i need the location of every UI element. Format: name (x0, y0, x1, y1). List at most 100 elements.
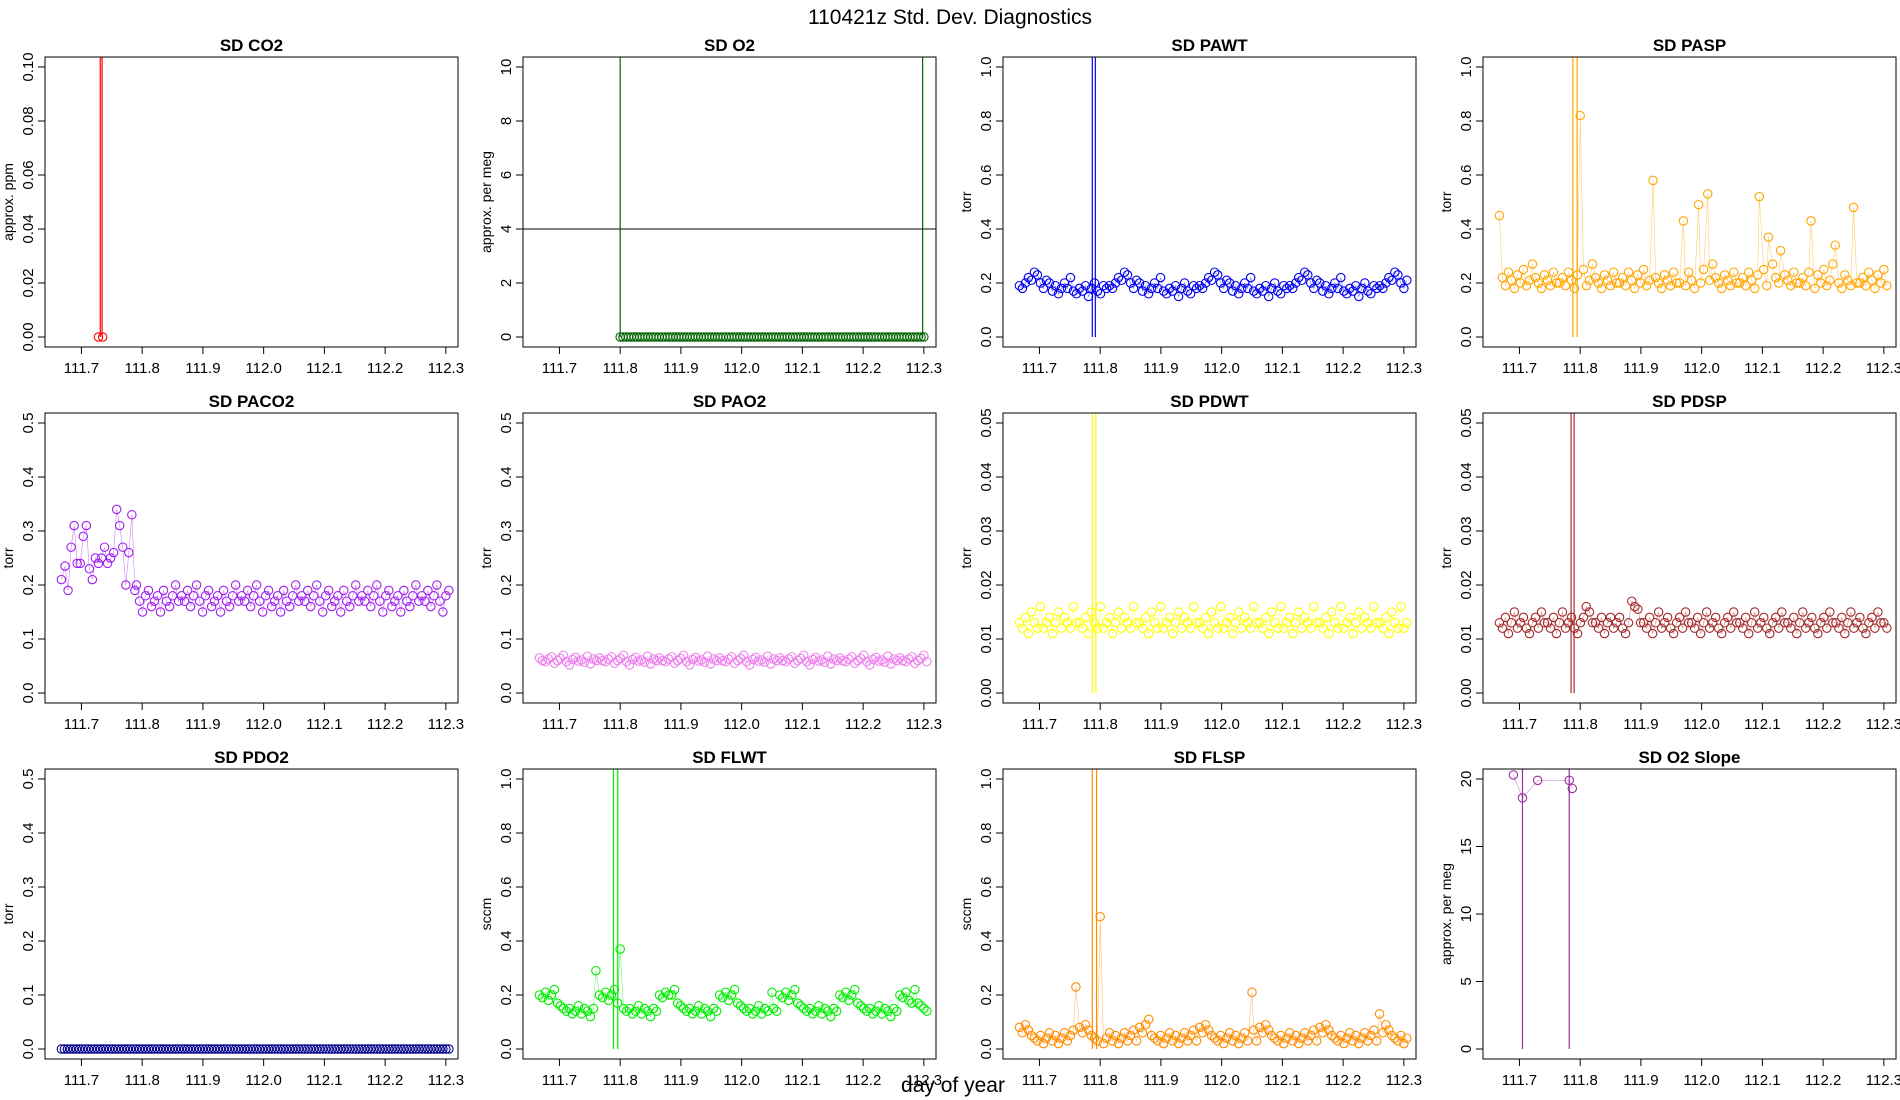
panel-6-point-92 (1290, 618, 1301, 628)
panel-8-point-88 (320, 1044, 331, 1054)
panel-9-point-52 (690, 1006, 701, 1016)
panel-7-point-45 (1630, 601, 1640, 612)
panel-4-point-15 (102, 558, 113, 569)
panel-6-point-66 (1212, 623, 1223, 633)
panel-6-point-75 (1239, 612, 1250, 623)
panel-9-point-9 (561, 1006, 572, 1016)
panel-4-point-10 (87, 574, 98, 585)
panel-9-point-19 (591, 965, 601, 976)
panel-3-point-82 (1740, 280, 1751, 291)
panel-8-point-118 (411, 1044, 421, 1054)
panel-4-data (56, 504, 454, 617)
panel-0: SD CO2 approx. ppm 111.7 111.8 111.9 112.0 112… (0, 36, 464, 377)
panel-3-point-92 (1770, 272, 1781, 283)
panel-9-point-126 (913, 998, 923, 1008)
panel-3-point-3 (1503, 267, 1514, 277)
panel-10-point-112 (1351, 1030, 1361, 1041)
panel-11-xtick-label-0: 111.7 (1502, 1072, 1537, 1089)
panel-6-point-24 (1086, 607, 1097, 617)
panel-0-ytick-label-4: 0.08 (20, 106, 37, 135)
panel-4-point-65 (251, 580, 262, 590)
panel-6-ytick-label-3: 0.03 (978, 516, 995, 545)
panel-7-point-126 (1873, 607, 1883, 617)
panel-6-point-58 (1188, 601, 1199, 612)
panel-8-point-81 (299, 1044, 310, 1054)
panel-6-point-90 (1284, 612, 1295, 623)
panel-6-point-36 (1122, 618, 1133, 628)
panel-2-point-17 (1065, 272, 1076, 283)
panel-10-point-24 (1086, 1030, 1097, 1041)
panel-9-point-35 (639, 1003, 650, 1014)
panel-3-point-45 (1629, 283, 1640, 294)
panel-8-point-2 (62, 1044, 73, 1054)
panel-9-point-110 (865, 1003, 875, 1014)
panel-6-point-80 (1254, 618, 1265, 628)
panel-6-point-71 (1227, 628, 1238, 639)
panel-10-point-1 (1017, 1028, 1028, 1038)
panel-6-point-65 (1209, 618, 1220, 628)
panel-11-xtick-label-2: 111.9 (1623, 1072, 1658, 1089)
panel-3-point-96 (1783, 275, 1793, 286)
panel-4-point-127 (438, 607, 448, 617)
panel-7-point-57 (1665, 623, 1676, 633)
panel-7-point-55 (1659, 618, 1670, 628)
panel-3-point-56 (1662, 275, 1673, 286)
panel-9-point-71 (747, 1009, 758, 1019)
panel-3-point-119 (1852, 278, 1862, 288)
panel-9-point-76 (762, 1006, 773, 1016)
panel-9-point-38 (648, 1003, 659, 1014)
panel-11-ytick-label-3: 15 (1458, 838, 1475, 855)
panel-6-point-8 (1038, 623, 1049, 633)
panel-8-point-18 (110, 1044, 121, 1054)
panel-6-point-82 (1260, 612, 1271, 623)
panel-7-point-73 (1713, 623, 1724, 633)
panel-8-point-78 (290, 1044, 301, 1054)
panel-10-point-78 (1248, 1025, 1259, 1035)
panel-8-point-94 (339, 1044, 349, 1054)
panel-4-point-58 (230, 580, 241, 590)
panel-7-point-22 (1560, 623, 1571, 633)
panel-6-ytick-label-0: 0.00 (978, 678, 995, 707)
panel-3-point-97 (1786, 280, 1796, 291)
panel-8-point-36 (164, 1044, 175, 1054)
panel-1-ylabel: approx. per meg (478, 151, 494, 253)
panel-4-point-11 (90, 553, 101, 563)
panel-7-point-69 (1701, 607, 1712, 617)
panel-7-point-36 (1602, 618, 1613, 628)
panel-7-point-27 (1575, 618, 1586, 628)
panel-5-point-82 (780, 656, 791, 667)
panel-9-point-1 (537, 992, 548, 1003)
panel-6-point-5 (1029, 618, 1040, 628)
panel-1-xtick-label-1: 111.8 (603, 360, 638, 377)
panel-7-point-20 (1554, 618, 1565, 628)
panel-5-xtick-label-1: 111.8 (603, 716, 638, 733)
panel-4-xtick-label-2: 111.9 (185, 716, 220, 733)
panel-7-point-33 (1593, 623, 1604, 633)
panel-4-point-41 (179, 596, 190, 606)
panel-4-point-6 (75, 558, 85, 569)
panel-3-point-58 (1668, 267, 1679, 277)
panel-3-point-33 (1593, 278, 1604, 288)
panel-10-point-87 (1275, 1030, 1286, 1041)
panel-8-point-79 (293, 1044, 304, 1054)
panel-2-point-103 (1324, 289, 1334, 299)
panel-10-point-21 (1077, 1028, 1088, 1038)
panel-7-point-107 (1816, 618, 1826, 628)
panel-4-point-51 (209, 596, 220, 606)
panel-0-xtick-label-6: 112.3 (428, 360, 464, 377)
panel-7-point-56 (1662, 612, 1673, 623)
panel-3-point-69 (1702, 189, 1713, 199)
panel-3-point-36 (1602, 275, 1613, 286)
panel-7-point-92 (1770, 612, 1781, 623)
panel-9-point-68 (738, 1003, 749, 1014)
panel-7-point-28 (1578, 612, 1589, 623)
panel-5-point-11 (567, 654, 578, 665)
panel-7-point-26 (1572, 628, 1583, 639)
panel-7-ytick-label-1: 0.01 (1458, 624, 1475, 653)
panel-2-point-67 (1215, 278, 1226, 288)
panel-2-point-56 (1182, 286, 1193, 296)
panel-5-point-128 (919, 650, 929, 660)
panel-0-point-1 (97, 332, 108, 342)
panel-6-point-127 (1396, 601, 1406, 612)
panel-6-point-1 (1017, 623, 1028, 633)
